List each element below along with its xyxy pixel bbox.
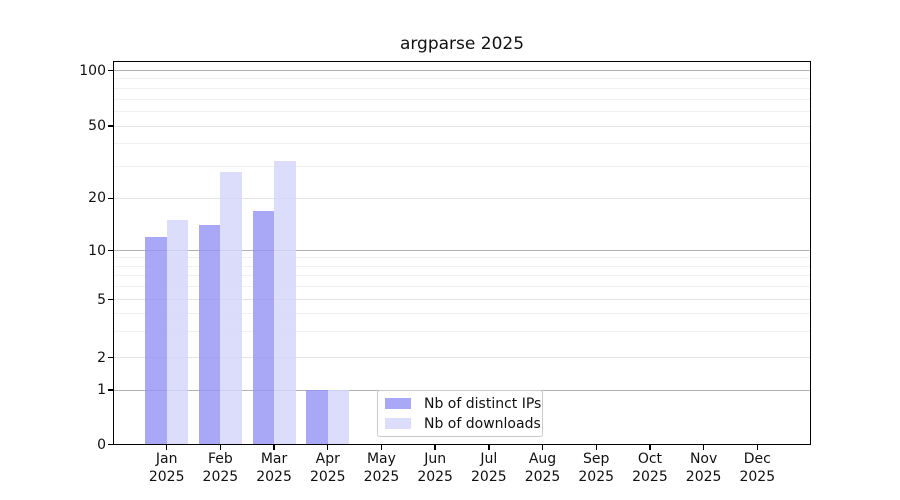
y-tick-mark-100 xyxy=(108,69,113,72)
gridline-secondary-2 xyxy=(114,357,810,358)
y-tick-label-2: 2 xyxy=(97,349,106,366)
x-tick-mark-nov xyxy=(702,445,705,450)
bar-nb-of-downloads-apr xyxy=(327,390,350,445)
y-tick-label-20: 20 xyxy=(88,190,106,207)
gridline-minor-7 xyxy=(114,275,810,277)
x-tick-mark-aug xyxy=(541,445,544,450)
gridline-major-100 xyxy=(114,70,810,71)
gridline-minor-40 xyxy=(114,143,810,145)
x-tick-mark-may xyxy=(380,445,383,450)
gridline-major-10 xyxy=(114,250,810,251)
bar-nb-of-distinct-ips-mar xyxy=(252,210,275,445)
bar-nb-of-distinct-ips-apr xyxy=(306,390,328,445)
x-tick-mark-jul xyxy=(488,445,490,450)
x-tick-mark-feb xyxy=(219,445,222,450)
x-tick-label-jan: Jan 2025 xyxy=(148,451,185,485)
x-tick-label-sep: Sep 2025 xyxy=(578,451,615,485)
x-tick-mark-sep xyxy=(595,445,597,450)
gridline-minor-60 xyxy=(114,110,810,112)
x-tick-label-may: May 2025 xyxy=(363,451,400,485)
gridline-secondary-20 xyxy=(114,197,810,199)
gridline-minor-3 xyxy=(114,331,810,333)
y-tick-mark-2 xyxy=(108,356,113,359)
x-tick-mark-oct xyxy=(649,445,651,450)
x-tick-label-mar: Mar 2025 xyxy=(256,451,292,485)
gridline-secondary-50 xyxy=(114,125,810,127)
gridline-minor-90 xyxy=(114,78,810,80)
x-tick-label-apr: Apr 2025 xyxy=(309,451,346,485)
x-tick-mark-apr xyxy=(327,445,329,450)
chart-title: argparse 2025 xyxy=(399,34,525,54)
gridline-secondary-5 xyxy=(114,299,810,300)
gridline-minor-30 xyxy=(114,165,810,167)
bar-nb-of-downloads-jan xyxy=(166,219,189,445)
x-tick-label-jun: Jun 2025 xyxy=(417,451,453,485)
bar-nb-of-distinct-ips-feb xyxy=(198,225,221,445)
legend-label-downloads: Nb of downloads xyxy=(424,415,541,432)
y-tick-mark-5 xyxy=(108,298,113,301)
legend-swatch-downloads xyxy=(385,418,411,429)
legend-label-distinct-ips: Nb of distinct IPs xyxy=(424,395,542,412)
gridline-minor-8 xyxy=(114,265,810,267)
x-tick-mark-dec xyxy=(756,445,758,450)
y-tick-mark-10 xyxy=(108,249,113,252)
x-tick-mark-mar xyxy=(273,445,275,450)
y-tick-mark-1 xyxy=(108,389,113,391)
y-tick-label-5: 5 xyxy=(97,291,106,308)
y-tick-label-100: 100 xyxy=(79,62,106,79)
gridline-minor-9 xyxy=(114,257,810,259)
x-tick-label-dec: Dec 2025 xyxy=(739,451,776,485)
y-tick-label-50: 50 xyxy=(88,118,106,134)
x-tick-mark-jun xyxy=(434,445,436,450)
legend-item-distinct-ips: Nb of distinct IPs xyxy=(385,396,541,412)
x-tick-label-oct: Oct 2025 xyxy=(632,451,668,485)
gridline-minor-4 xyxy=(114,313,810,315)
y-tick-mark-50 xyxy=(108,125,113,127)
y-tick-label-1: 1 xyxy=(97,382,106,398)
y-tick-label-0: 0 xyxy=(97,436,106,453)
x-tick-label-feb: Feb 2025 xyxy=(202,451,239,485)
bar-nb-of-downloads-mar xyxy=(274,161,296,445)
x-tick-label-nov: Nov 2025 xyxy=(685,451,722,485)
legend: Nb of distinct IPs Nb of downloads xyxy=(377,390,543,437)
y-tick-mark-20 xyxy=(108,197,113,199)
x-tick-mark-jan xyxy=(165,445,168,450)
y-tick-label-10: 10 xyxy=(88,242,106,259)
gridline-minor-6 xyxy=(114,286,810,288)
legend-item-downloads: Nb of downloads xyxy=(385,416,541,432)
gridline-minor-70 xyxy=(114,98,810,100)
x-tick-label-aug: Aug 2025 xyxy=(524,451,561,485)
legend-swatch-distinct-ips xyxy=(385,398,411,409)
x-tick-label-jul: Jul 2025 xyxy=(471,451,507,485)
gridline-minor-80 xyxy=(114,87,810,89)
bar-nb-of-distinct-ips-jan xyxy=(145,236,167,445)
y-tick-mark-0 xyxy=(108,443,113,446)
bar-nb-of-downloads-feb xyxy=(220,171,242,445)
